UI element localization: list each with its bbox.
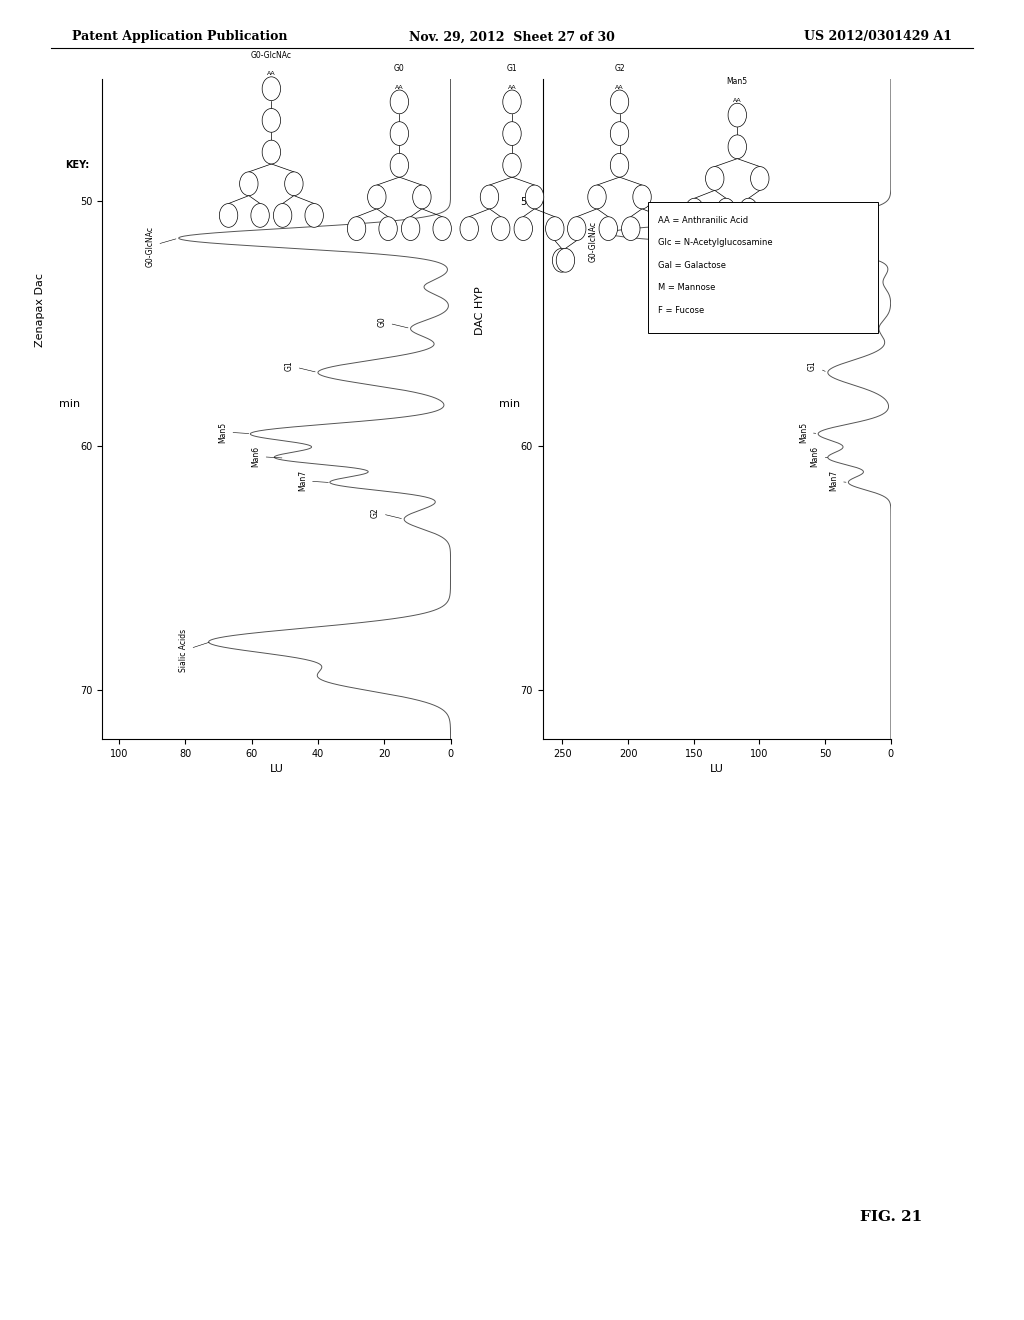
- Text: AA: AA: [395, 84, 403, 90]
- Text: G0-GlcNAc: G0-GlcNAc: [589, 220, 606, 261]
- Text: Gal = Galactose: Gal = Galactose: [658, 261, 726, 269]
- Text: AA: AA: [267, 71, 275, 77]
- Text: G2: G2: [371, 507, 401, 519]
- Text: Glc = N-Acetylglucosamine: Glc = N-Acetylglucosamine: [658, 239, 773, 247]
- Text: DAC HYP: DAC HYP: [475, 286, 485, 334]
- Text: AA: AA: [508, 84, 516, 90]
- Text: Patent Application Publication: Patent Application Publication: [72, 30, 287, 44]
- Text: Man6: Man6: [811, 446, 827, 467]
- Text: Man7: Man7: [829, 470, 846, 491]
- Text: US 2012/0301429 A1: US 2012/0301429 A1: [804, 30, 952, 44]
- Text: G0: G0: [378, 317, 409, 327]
- Text: Man5: Man5: [727, 78, 748, 86]
- Text: Man5: Man5: [218, 421, 249, 442]
- Text: Sialic Acids: Sialic Acids: [178, 630, 209, 672]
- Text: Man5: Man5: [799, 421, 816, 442]
- Text: AA: AA: [615, 84, 624, 90]
- Text: M = Mannose: M = Mannose: [658, 284, 716, 292]
- Text: AA: AA: [733, 98, 741, 103]
- Y-axis label: min: min: [499, 399, 520, 409]
- Text: Nov. 29, 2012  Sheet 27 of 30: Nov. 29, 2012 Sheet 27 of 30: [409, 30, 615, 44]
- Text: FIG. 21: FIG. 21: [860, 1210, 922, 1224]
- Text: F = Fucose: F = Fucose: [658, 306, 705, 314]
- Text: Zenapax Dac: Zenapax Dac: [35, 273, 45, 347]
- Text: G1: G1: [808, 360, 825, 371]
- Y-axis label: min: min: [58, 399, 80, 409]
- Text: Man7: Man7: [298, 470, 329, 491]
- Text: G0: G0: [394, 65, 404, 73]
- Text: G1: G1: [507, 65, 517, 73]
- Text: G1: G1: [285, 360, 315, 372]
- Text: G0: G0: [859, 317, 877, 327]
- Text: G0-GlcNAc: G0-GlcNAc: [145, 226, 176, 267]
- X-axis label: LU: LU: [269, 764, 284, 775]
- Text: Man6: Man6: [252, 446, 282, 467]
- Text: AA = Anthranilic Acid: AA = Anthranilic Acid: [658, 216, 749, 224]
- X-axis label: LU: LU: [710, 764, 724, 775]
- Text: G2: G2: [614, 65, 625, 73]
- Text: KEY:: KEY:: [65, 160, 89, 170]
- Text: G0-GlcNAc: G0-GlcNAc: [251, 51, 292, 59]
